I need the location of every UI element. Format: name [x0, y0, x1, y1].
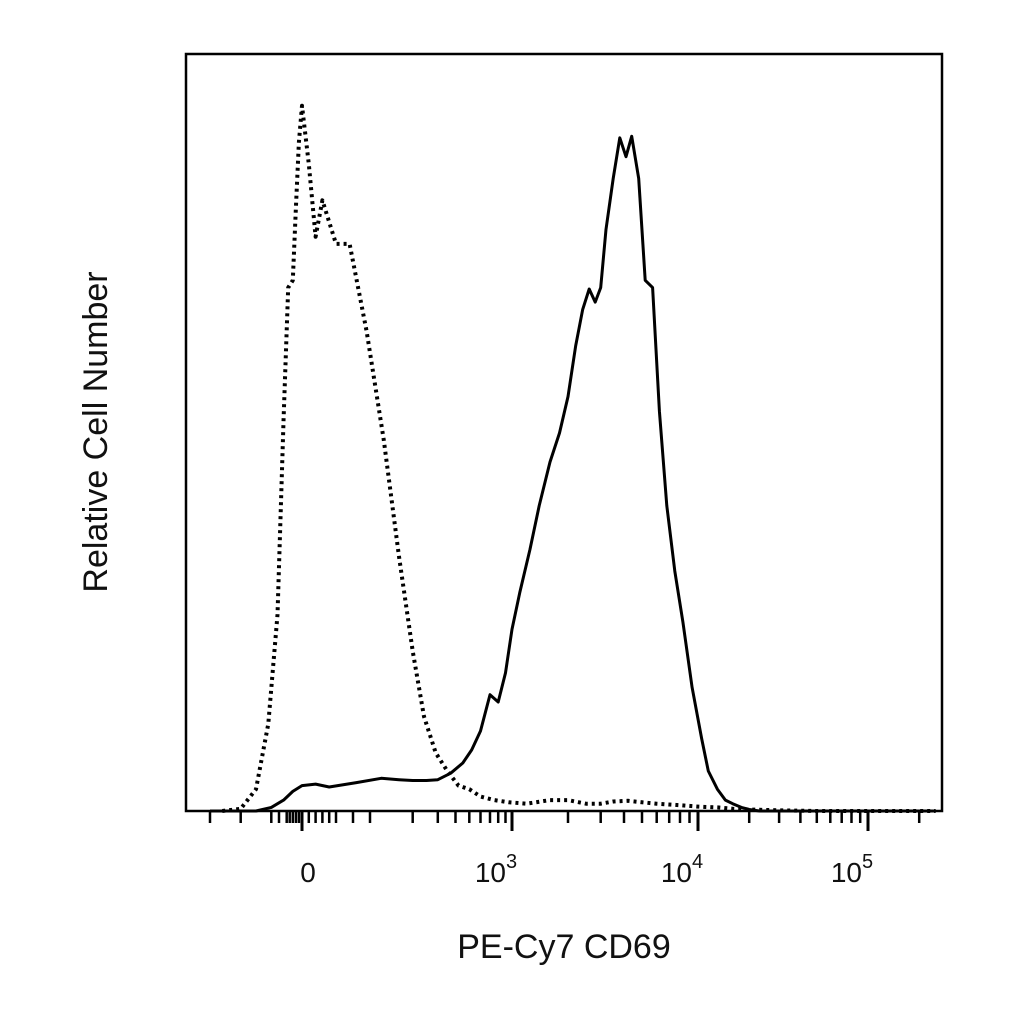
y-axis-label: Relative Cell Number — [77, 271, 115, 592]
x-tick-label: 105 — [831, 851, 873, 888]
plot-frame — [184, 52, 944, 813]
series-layer — [210, 103, 936, 813]
x-axis-tick-labels: 0 103 104 105 — [300, 851, 873, 888]
x-axis-ticks — [208, 811, 921, 831]
series-line-solid — [210, 134, 936, 813]
x-tick-label: 0 — [300, 857, 316, 888]
x-tick-label: 104 — [661, 851, 703, 888]
x-tick-label: 103 — [475, 851, 517, 888]
x-axis-label: PE-Cy7 CD69 — [457, 928, 671, 966]
series-line-dotted — [222, 103, 936, 813]
